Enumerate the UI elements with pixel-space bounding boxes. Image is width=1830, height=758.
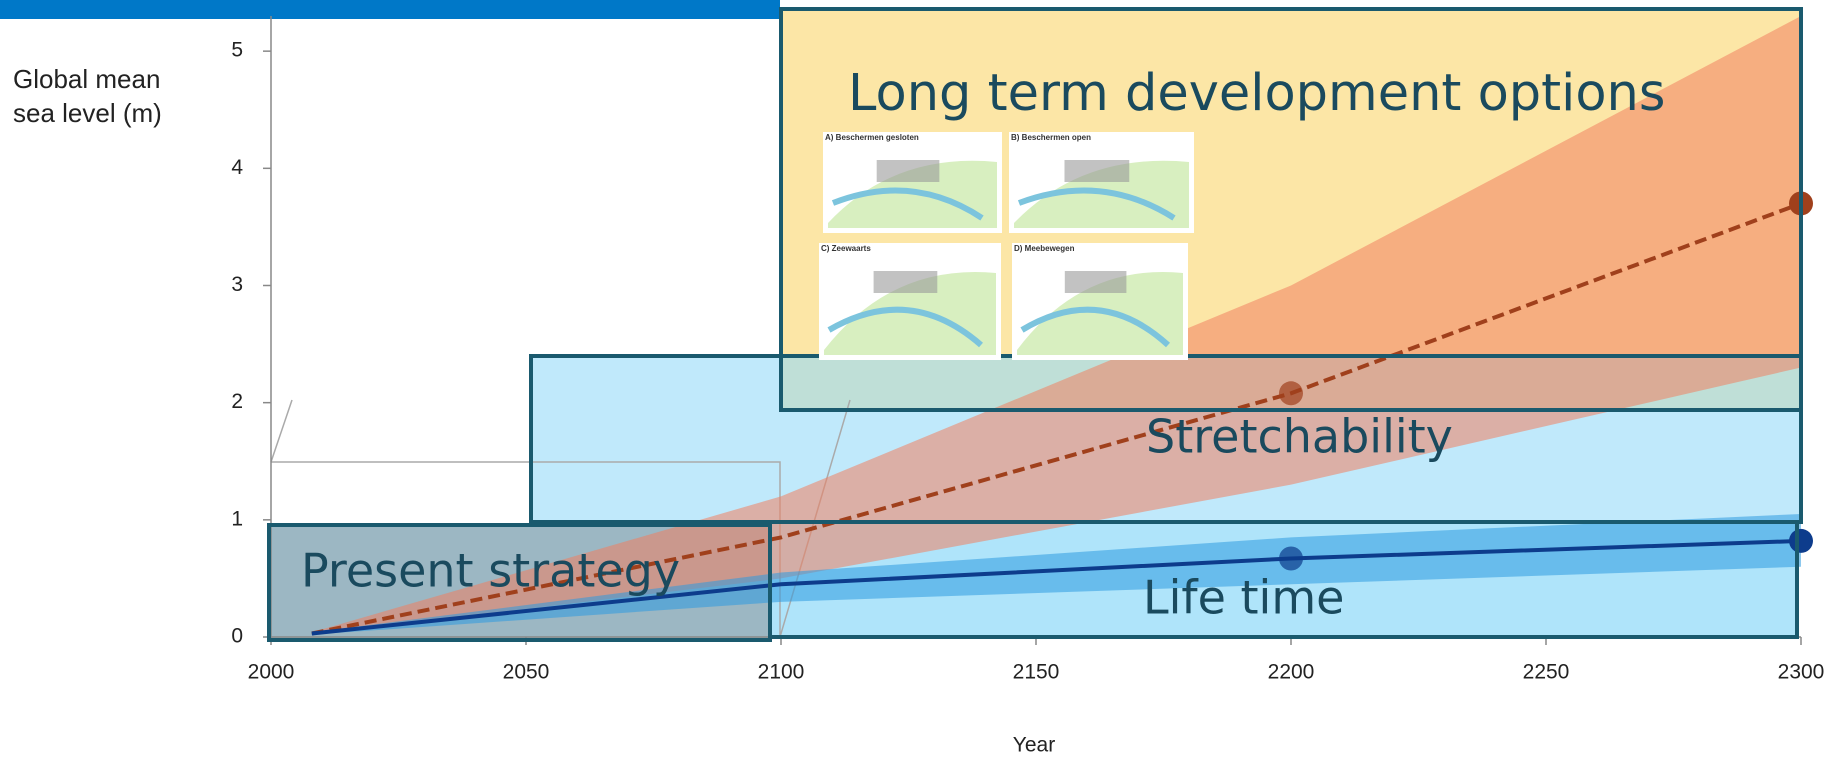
region-label: Present strategy: [301, 544, 680, 598]
thumbnail-label: C) Zeewaarts: [821, 244, 871, 253]
thumbnail-town: [873, 271, 938, 293]
region-label: Life time: [1143, 571, 1344, 625]
x-axis-label: Year: [1013, 734, 1055, 757]
region-label: Long term development options: [848, 64, 1665, 123]
x-tick-label: 2250: [1523, 661, 1570, 684]
series-line: [311, 538, 1802, 636]
y-tick-label: 3: [231, 273, 243, 296]
thumbnail: A) Beschermen gesloten: [823, 132, 1002, 233]
thumbnail-town: [1064, 160, 1130, 182]
series-dot: [1279, 381, 1303, 406]
thumbnail-label: A) Beschermen gesloten: [825, 133, 919, 142]
y-tick-label: 5: [231, 39, 243, 62]
y-tick-label: 4: [231, 156, 243, 179]
thumbnail: D) Meebewegen: [1012, 243, 1188, 360]
region-outline: [267, 523, 772, 642]
x-tick-label: 2150: [1013, 661, 1060, 684]
y-tick-label: 0: [231, 625, 243, 648]
thumbnail-water: [1017, 187, 1176, 221]
series-line: [311, 201, 1802, 636]
series-dot: [1279, 546, 1303, 571]
x-tick-label: 2100: [758, 661, 805, 684]
uncertainty-band: [311, 16, 1801, 635]
thumbnail-label: D) Meebewegen: [1014, 244, 1075, 253]
thumbnail-water: [831, 187, 984, 221]
thumbnail-water: [1020, 306, 1171, 348]
header-bar: [0, 0, 780, 19]
thumbnail-town: [1064, 271, 1127, 293]
thumbnail-town: [876, 160, 940, 182]
thumbnail-water: [827, 306, 983, 348]
y-tick-label: 1: [231, 507, 243, 530]
region-outline: [779, 7, 1803, 412]
x-tick-label: 2000: [248, 661, 295, 684]
region-label: Stretchability: [1146, 410, 1453, 464]
thumbnail: C) Zeewaarts: [819, 243, 1001, 360]
thumbnail: B) Beschermen open: [1009, 132, 1194, 233]
uncertainty-band: [311, 513, 1801, 635]
thumbnail-label: B) Beschermen open: [1011, 133, 1091, 142]
x-tick-label: 2050: [503, 661, 550, 684]
y-axis-label: Global mean sea level (m): [13, 64, 162, 128]
x-tick-label: 2300: [1778, 661, 1825, 684]
y-tick-label: 2: [231, 390, 243, 413]
series-dot: [1789, 528, 1813, 553]
x-tick-label: 2200: [1268, 661, 1315, 684]
